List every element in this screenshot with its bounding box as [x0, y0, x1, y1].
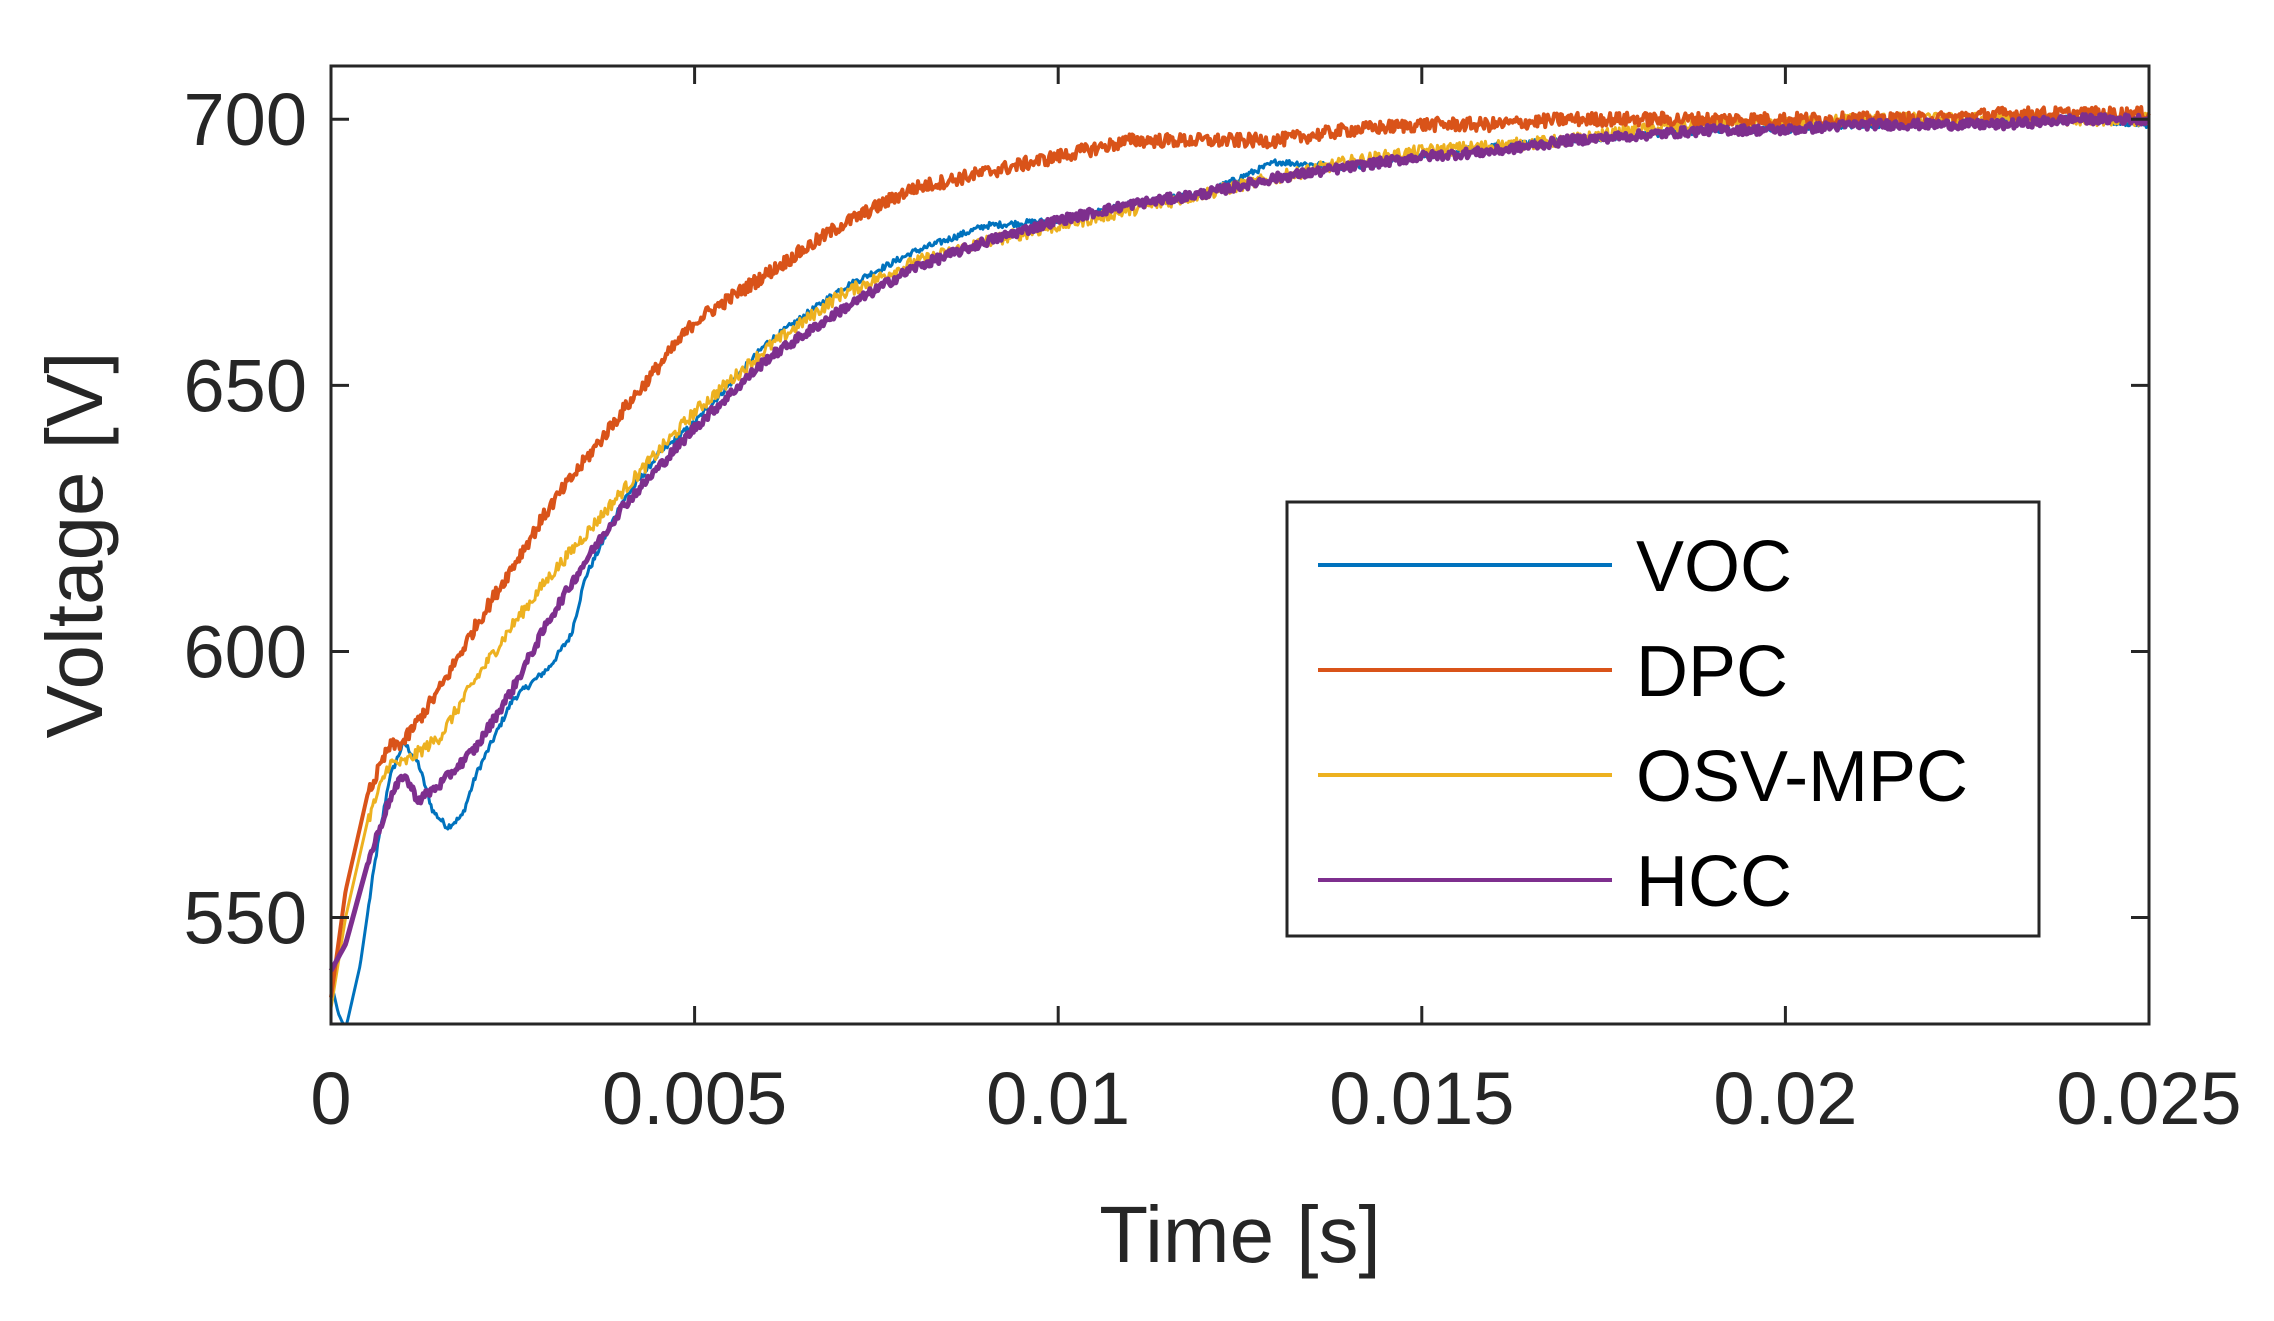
x-tick-labels: 0 0.005 0.01 0.015 0.02 0.025 [310, 1057, 2241, 1140]
y-tick-labels: 550 600 650 700 [184, 78, 307, 959]
legend-items: VOC DPC OSV-MPC HCC [1318, 527, 1968, 922]
plot-frame [329, 64, 2151, 1026]
x-tick-label: 0 [310, 1057, 351, 1140]
y-tick-label: 550 [184, 877, 307, 960]
legend-label-voc: VOC [1636, 527, 1792, 607]
y-tick-label: 650 [184, 344, 307, 427]
x-tick-label: 0.025 [2056, 1057, 2241, 1140]
y-tick-label: 600 [184, 610, 307, 693]
x-tick-label: 0.02 [1713, 1057, 1857, 1140]
y-axis-label: Voltage [V] [30, 352, 119, 739]
x-axis-label: Time [s] [1099, 1190, 1380, 1279]
legend-box [1285, 500, 2041, 938]
series-group [328, 105, 2151, 1026]
series-line-hcc [328, 112, 2151, 972]
x-tick-label: 0.015 [1329, 1057, 1514, 1140]
x-tick-label: 0.01 [986, 1057, 1130, 1140]
legend-label-dpc: DPC [1636, 632, 1788, 712]
legend-label-osv-mpc: OSV-MPC [1636, 737, 1968, 817]
y-tick-label: 700 [184, 78, 307, 161]
x-tick-label: 0.005 [602, 1057, 787, 1140]
legend-label-hcc: HCC [1636, 842, 1792, 922]
legend: VOC DPC OSV-MPC HCC [1285, 500, 2041, 938]
